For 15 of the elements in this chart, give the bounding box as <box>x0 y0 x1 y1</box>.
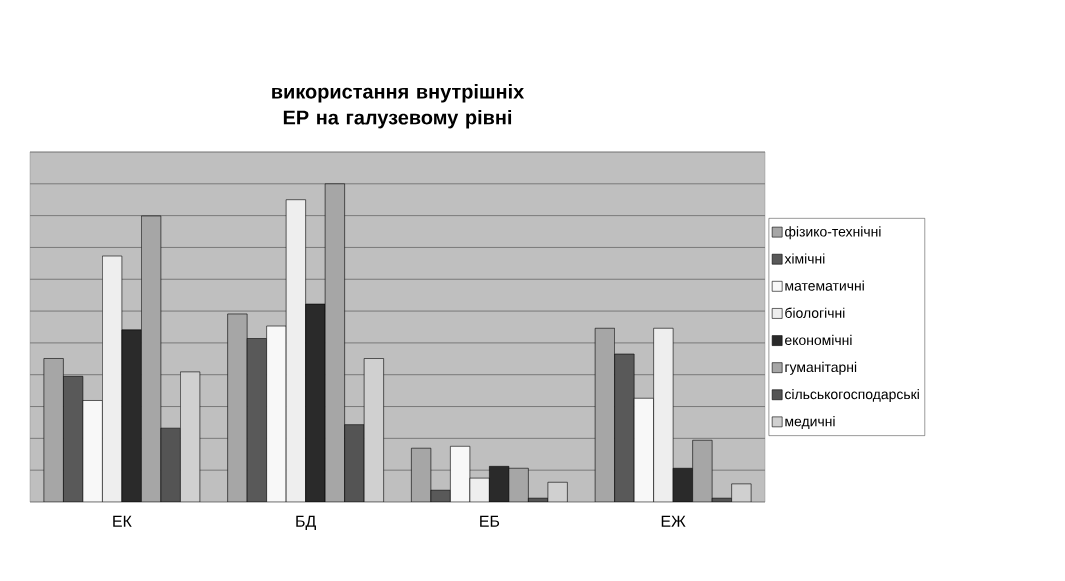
x-tick-label: ЕБ <box>480 515 500 527</box>
bar <box>305 303 326 502</box>
legend-label: фізико-технічні <box>785 226 881 240</box>
legend-label: економічні <box>785 334 852 346</box>
legend-label: сільськогосподарські <box>785 388 919 402</box>
legend-label: хімічні <box>784 253 825 264</box>
legend-label: медичні <box>785 416 835 429</box>
x-tick-label: БД <box>296 515 316 530</box>
x-tick-label: ЕЖ <box>661 515 686 527</box>
bar <box>121 329 142 502</box>
x-tick-label: ЕК <box>113 515 132 527</box>
legend-label: гуманітарні <box>785 361 857 375</box>
legend-label: біологічні <box>785 307 845 318</box>
legend-label: математичні <box>785 280 864 291</box>
chart-title: використання внутрішніх ЕР на галузевому рівні <box>272 84 525 129</box>
